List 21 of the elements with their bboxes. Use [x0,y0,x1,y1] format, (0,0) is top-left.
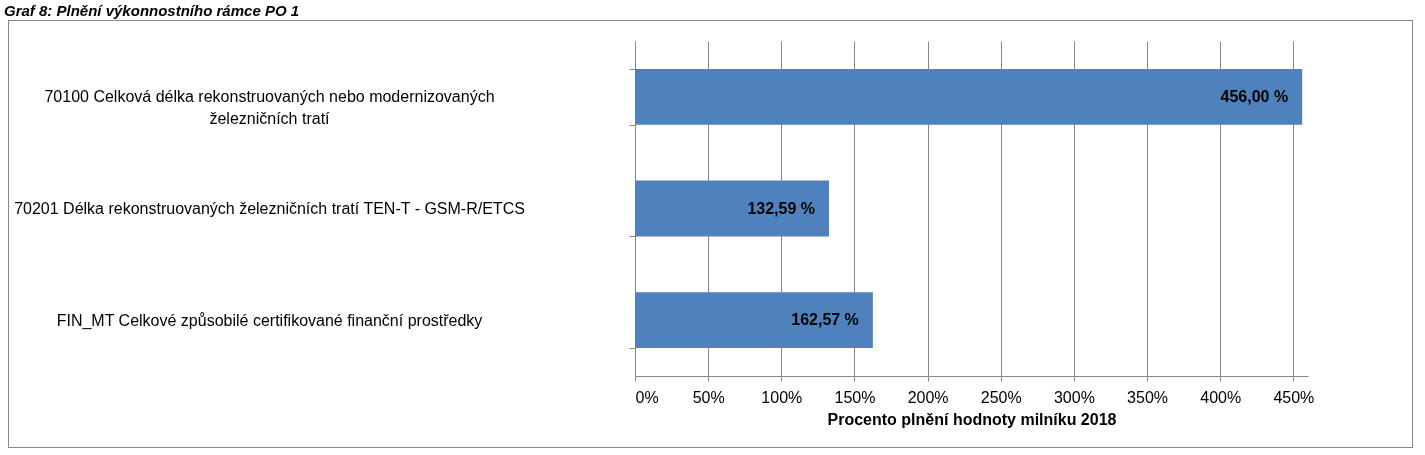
data-label: 456,00 % [1220,87,1289,105]
x-tick-label: 200% [907,388,949,406]
x-tick-label: 50% [692,388,725,406]
y-tick-label: 70201 Délka rekonstruovaných železničních tratí TEN-T - GSM-R/ETCS [14,200,525,217]
text: Graf 8: Plnění výkonnostního rámce PO 1 [4,2,301,20]
bar [635,68,1303,125]
x-tick-label: 0% [635,388,659,406]
x-tick-label: 350% [1127,388,1169,406]
x-tick-label: 100% [761,388,803,406]
x-tick-label: 150% [834,388,876,406]
bar [635,180,829,237]
y-tick-label: 70100 Celková délka rekonstruovaných nebo modernizovaných železničních tratí [44,88,495,128]
x-axis-title: Procento plnění hodnoty milníku 2018 [827,410,1117,428]
y-tick-label: FIN_MT Celkové způsobilé certifikované finanční prostředky [56,311,483,330]
x-tick-label: 400% [1200,388,1242,406]
data-label: 132,59 % [747,199,815,217]
x-tick-label: 300% [1053,388,1095,406]
data-label: 162,57 % [791,311,859,329]
x-tick-label: 450% [1273,388,1315,406]
bar [635,292,873,349]
x-tick-label: 250% [980,388,1022,406]
